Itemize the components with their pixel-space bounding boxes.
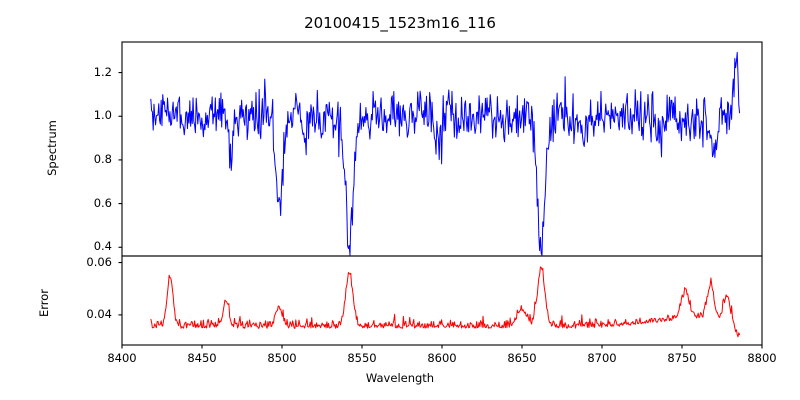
- x-tick-label: 8500: [267, 351, 297, 365]
- page-title: 20100415_1523m16_116: [304, 14, 496, 32]
- x-tick-label: 8600: [427, 351, 457, 365]
- spectrum-y-tick-label: 0.4: [93, 239, 112, 254]
- x-axis-label: Wavelength: [365, 371, 435, 385]
- error-y-tick-label: 0.04: [86, 306, 112, 321]
- x-tick-label: 8650: [507, 351, 537, 365]
- error-panel-frame: [121, 255, 763, 346]
- spectrum-y-tick-label: 1.0: [93, 108, 112, 123]
- x-tick-label: 8700: [587, 351, 617, 365]
- spectrum-y-tick-label: 0.8: [93, 151, 112, 166]
- error-line: [150, 266, 741, 338]
- error-y-tick-label: 0.06: [86, 254, 112, 269]
- x-tick-label: 8750: [667, 351, 697, 365]
- x-tick-label: 8550: [347, 351, 377, 365]
- spectrum-line: [150, 51, 741, 256]
- spectrum-y-tick-label: 0.6: [93, 195, 112, 210]
- x-tick-label: 8800: [747, 351, 777, 365]
- spectrum-y-tick-label: 1.2: [93, 64, 112, 79]
- x-tick-label: 8450: [187, 351, 217, 365]
- x-tick-label: 8400: [107, 351, 137, 365]
